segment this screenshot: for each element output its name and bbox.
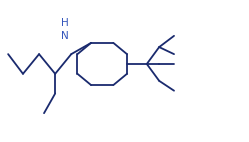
Text: H: H bbox=[61, 18, 69, 28]
Text: N: N bbox=[61, 31, 69, 41]
